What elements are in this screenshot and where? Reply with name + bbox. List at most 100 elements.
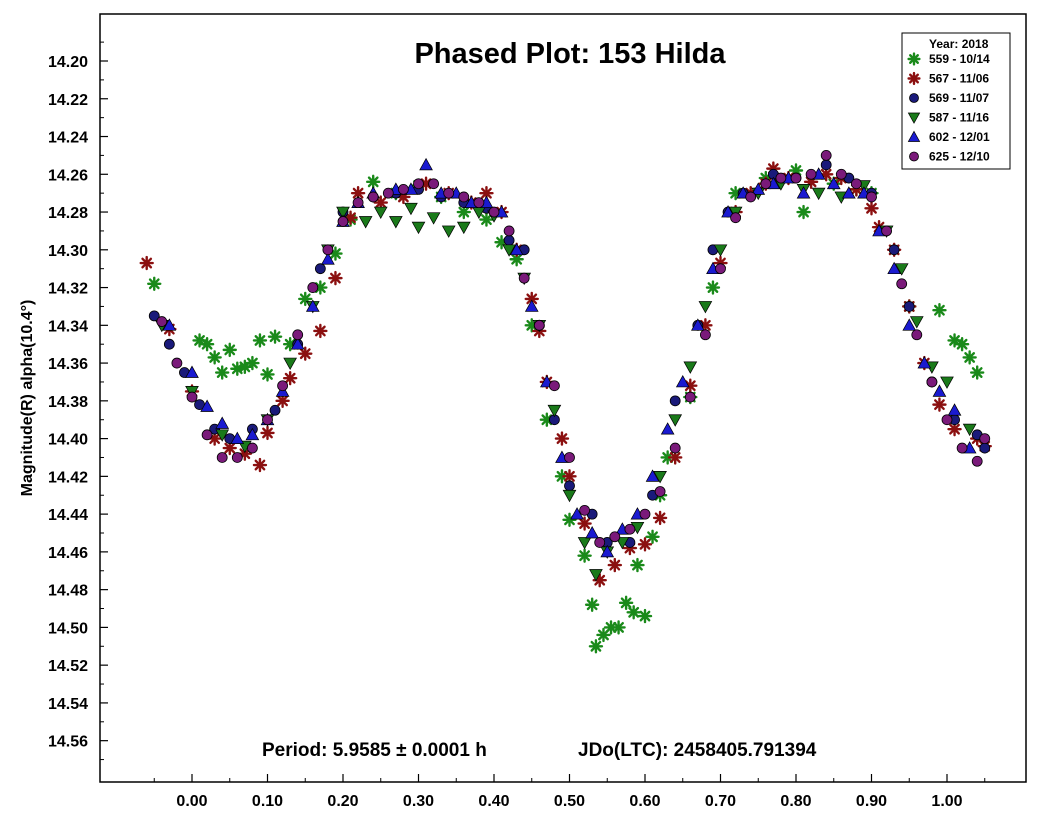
data-point-stroke xyxy=(949,423,960,435)
data-point xyxy=(162,318,177,331)
data-point xyxy=(419,157,433,171)
data-point-shape xyxy=(524,299,539,312)
data-point-stroke xyxy=(934,304,945,316)
data-point xyxy=(775,172,787,184)
data-point xyxy=(443,187,455,199)
data-point xyxy=(171,357,183,369)
data-point-stroke xyxy=(730,187,741,199)
data-point xyxy=(562,489,577,503)
data-point xyxy=(562,469,577,484)
data-point xyxy=(866,191,877,203)
data-point xyxy=(328,270,343,286)
data-point-shape xyxy=(404,202,418,216)
data-point-stroke xyxy=(556,433,568,444)
data-point xyxy=(637,608,653,624)
data-point xyxy=(954,337,970,352)
x-tick-label: 0.40 xyxy=(478,793,509,810)
y-tick-label: 14.42 xyxy=(48,469,88,486)
data-point-shape xyxy=(940,376,954,389)
y-tick-label: 14.46 xyxy=(48,545,88,562)
data-point xyxy=(588,639,604,654)
data-point-shape xyxy=(941,414,953,426)
data-point xyxy=(668,414,683,427)
data-point-stroke xyxy=(209,433,221,444)
data-point-shape xyxy=(669,395,681,407)
data-point-stroke xyxy=(352,187,364,199)
data-point-stroke xyxy=(330,248,341,259)
series-6 xyxy=(156,149,991,548)
legend-title: Year: 2018 xyxy=(929,37,989,51)
data-point-shape xyxy=(215,429,230,442)
data-point-shape xyxy=(669,442,681,454)
data-point-stroke xyxy=(639,610,651,622)
data-point xyxy=(366,174,381,190)
data-point xyxy=(805,168,817,180)
data-point xyxy=(917,356,932,369)
legend-marker-stroke xyxy=(909,54,919,64)
data-point xyxy=(503,225,515,237)
data-point-shape xyxy=(292,329,304,341)
data-point xyxy=(367,191,379,203)
data-point xyxy=(652,510,668,526)
data-point xyxy=(820,149,832,161)
data-point xyxy=(570,507,584,520)
data-point-shape xyxy=(456,221,471,235)
data-point-shape xyxy=(549,380,560,392)
data-point xyxy=(947,403,962,416)
data-point-shape xyxy=(589,569,603,582)
x-tick-label: 0.80 xyxy=(780,793,811,810)
data-point-shape xyxy=(660,422,675,435)
data-point-shape xyxy=(887,261,901,275)
data-point-shape xyxy=(373,206,388,220)
data-point-shape xyxy=(888,244,900,256)
data-point xyxy=(524,291,539,307)
data-point-stroke xyxy=(798,206,809,218)
data-point xyxy=(156,316,168,327)
data-point-shape xyxy=(321,252,335,265)
data-point xyxy=(456,204,471,220)
data-point xyxy=(185,365,199,378)
data-point xyxy=(894,263,909,276)
y-tick-label: 14.56 xyxy=(48,734,88,751)
data-point-shape xyxy=(382,187,394,199)
data-point-shape xyxy=(509,242,524,256)
y-tick-label: 14.22 xyxy=(48,92,88,109)
data-point-shape xyxy=(594,537,606,548)
data-point-stroke xyxy=(458,206,470,218)
data-point xyxy=(314,263,326,275)
y-tick-label: 14.38 xyxy=(48,394,88,411)
data-point-shape xyxy=(790,172,802,184)
data-point xyxy=(147,276,162,291)
y-tick-label: 14.52 xyxy=(48,658,88,675)
data-point xyxy=(713,244,728,257)
data-point xyxy=(796,204,811,220)
data-point-shape xyxy=(760,178,772,190)
x-tick-label: 0.50 xyxy=(554,793,585,810)
data-point xyxy=(577,537,592,550)
data-point xyxy=(730,212,741,224)
data-point-shape xyxy=(698,301,713,314)
y-tick-label: 14.32 xyxy=(48,281,88,298)
data-point xyxy=(926,376,938,388)
data-point-shape xyxy=(956,442,968,454)
data-point-stroke xyxy=(481,187,492,199)
data-point-stroke xyxy=(246,357,258,369)
data-point-shape xyxy=(277,380,289,392)
data-point-shape xyxy=(615,537,630,550)
data-point-shape xyxy=(156,316,168,327)
data-point xyxy=(290,337,305,350)
data-point xyxy=(705,280,721,295)
series-3 xyxy=(148,159,991,548)
data-point xyxy=(941,414,953,426)
data-point xyxy=(932,384,947,397)
legend-label: 587 - 11/16 xyxy=(929,111,989,125)
data-point xyxy=(373,195,388,210)
data-point xyxy=(796,186,811,199)
data-point xyxy=(411,221,426,235)
data-point xyxy=(503,234,515,246)
data-point-shape xyxy=(503,225,515,237)
data-point xyxy=(609,531,621,543)
data-point xyxy=(577,516,592,531)
data-point xyxy=(397,183,409,195)
legend-marker-shape xyxy=(907,130,921,142)
